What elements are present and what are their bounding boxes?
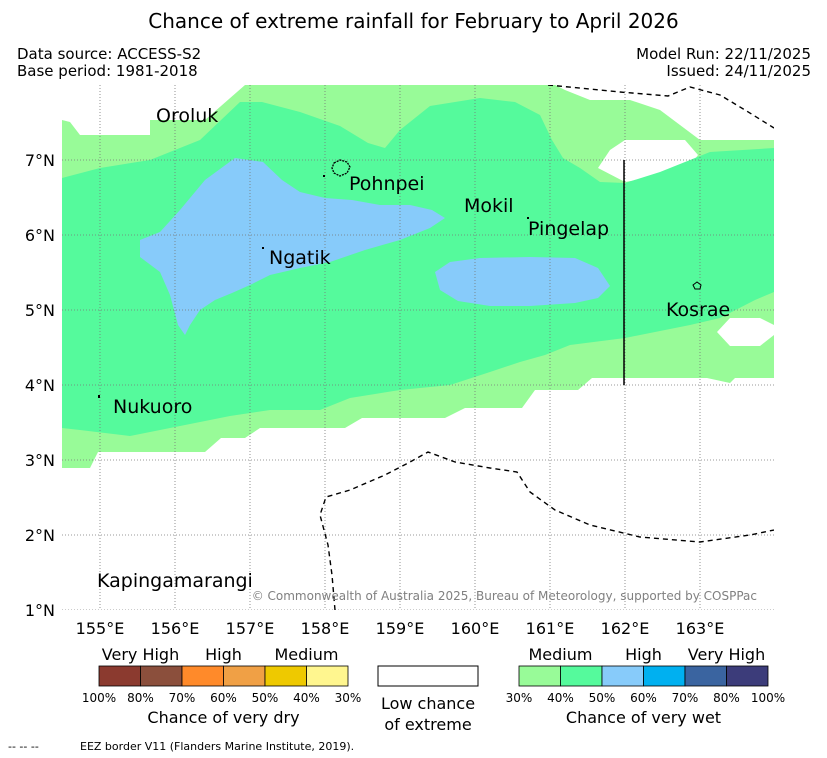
wet-swatch — [601, 665, 644, 687]
lon-tick-label: 161°E — [526, 619, 575, 638]
wet-tick-label: 60% — [630, 691, 657, 705]
lat-tick-label: 4°N — [25, 376, 55, 395]
label-kosrae: Kosrae — [666, 299, 730, 321]
lon-tick-label: 157°E — [226, 619, 275, 638]
dry-swatch — [181, 665, 224, 687]
lon-tick-label: 156°E — [151, 619, 200, 638]
lat-tick-label: 6°N — [25, 226, 55, 245]
wet-tick-label: 100% — [751, 691, 785, 705]
dry-swatch — [264, 665, 307, 687]
lon-tick-label: 159°E — [376, 619, 425, 638]
latitude-tick-labels: 7°N 6°N 5°N 4°N 3°N 2°N 1°N — [25, 151, 55, 620]
label-oroluk: Oroluk — [156, 105, 218, 127]
low-chance-caption-1: Low chance — [381, 694, 475, 713]
wet-swatch — [518, 665, 561, 687]
longitude-tick-labels: 155°E 156°E 157°E 158°E 159°E 160°E 161°E 162°E… — [76, 619, 725, 638]
wet-group-label: Very High — [688, 645, 765, 664]
kosrae-island-icon — [692, 281, 702, 290]
issued-date: Issued: 24/11/2025 — [666, 62, 811, 80]
eez-border-south — [319, 451, 774, 610]
dry-group-label: Medium — [275, 645, 339, 664]
label-kapingamarangi: Kapingamarangi — [97, 570, 253, 592]
wet-tick-label: 50% — [589, 691, 616, 705]
meta-left: Data source: ACCESS-S2 Base period: 1981… — [17, 46, 201, 80]
mokil-atoll-icon — [527, 217, 529, 219]
label-ngatik: Ngatik — [269, 247, 331, 269]
lat-tick-label: 2°N — [25, 526, 55, 545]
copyright-note: © Commonwealth of Australia 2025, Bureau… — [252, 589, 757, 603]
label-mokil: Mokil — [464, 195, 514, 217]
wet-tick-label: 40% — [547, 691, 574, 705]
dry-tick-label: 80% — [127, 691, 154, 705]
dry-swatch — [306, 665, 349, 687]
lat-tick-label: 1°N — [25, 601, 55, 620]
dry-caption: Chance of very dry — [147, 708, 299, 727]
legend-dry: Very High High Medium 100% 80% 70% 60% 50% 40% 30… — [82, 645, 361, 727]
label-nukuoro: Nukuoro — [113, 396, 192, 418]
map-panel: Oroluk Pohnpei Mokil Pingelap Ngatik Kos… — [62, 85, 774, 610]
ants-atoll-icon — [323, 175, 325, 177]
low-chance-caption-2: of extreme — [384, 715, 471, 734]
wet-swatch — [560, 665, 603, 687]
dry-group-label: Very High — [102, 645, 179, 664]
low-chance-swatch — [377, 665, 479, 687]
wet-high-zone-east — [435, 257, 610, 306]
map-title: Chance of extreme rainfall for February … — [148, 9, 679, 33]
model-run: Model Run: 22/11/2025 — [636, 45, 811, 63]
legend-low-chance: Low chance of extreme — [377, 665, 479, 734]
meta-right: Model Run: 22/11/2025 Issued: 24/11/2025 — [636, 46, 811, 80]
dry-tick-label: 60% — [210, 691, 237, 705]
wet-tick-label: 70% — [672, 691, 699, 705]
lon-tick-label: 162°E — [601, 619, 650, 638]
lat-tick-label: 7°N — [25, 151, 55, 170]
dry-tick-label: 30% — [335, 691, 362, 705]
dry-group-label: High — [205, 645, 242, 664]
low-chance-patch-east — [717, 318, 774, 346]
lon-tick-label: 160°E — [451, 619, 500, 638]
pohnpei-island-icon — [331, 159, 351, 177]
dry-swatch — [140, 665, 183, 687]
wet-tick-label: 30% — [506, 691, 533, 705]
lon-tick-label: 163°E — [676, 619, 725, 638]
dry-tick-label: 50% — [252, 691, 279, 705]
dry-swatch — [98, 665, 141, 687]
wet-swatch — [726, 665, 769, 687]
label-pohnpei: Pohnpei — [349, 173, 425, 195]
lon-tick-label: 158°E — [301, 619, 350, 638]
wet-group-label: High — [625, 645, 662, 664]
wet-tick-label: 80% — [713, 691, 740, 705]
gridlines — [62, 85, 774, 610]
dry-tick-label: 70% — [169, 691, 196, 705]
base-period: Base period: 1981-2018 — [17, 62, 198, 80]
eez-legend-symbol: -- -- -- — [8, 740, 39, 753]
eez-border-north — [547, 85, 774, 129]
label-pingelap: Pingelap — [528, 218, 609, 240]
nukuoro-atoll-icon — [98, 395, 100, 398]
legend-wet: Medium High Very High 30% 40% 50% 60% 70% 80% 100… — [506, 645, 785, 727]
wet-swatch — [684, 665, 727, 687]
data-source: Data source: ACCESS-S2 — [17, 45, 202, 63]
lat-tick-label: 5°N — [25, 301, 55, 320]
dry-swatch — [223, 665, 266, 687]
lat-tick-label: 3°N — [25, 451, 55, 470]
wet-caption: Chance of very wet — [566, 708, 721, 727]
lon-tick-label: 155°E — [76, 619, 125, 638]
dry-tick-label: 100% — [82, 691, 116, 705]
eez-legend-text: EEZ border V11 (Flanders Marine Institut… — [80, 740, 354, 753]
ngatik-atoll-icon — [262, 247, 264, 249]
wet-group-label: Medium — [529, 645, 593, 664]
wet-swatch — [643, 665, 686, 687]
dry-tick-label: 40% — [293, 691, 320, 705]
wet-high-zone-west — [140, 158, 445, 335]
